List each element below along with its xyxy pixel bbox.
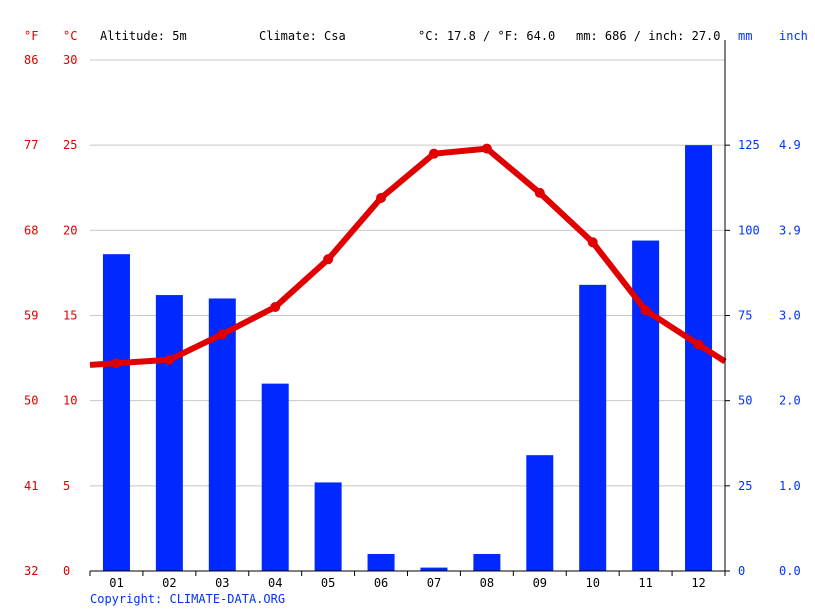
- temperature-point: [481, 143, 492, 154]
- unit-celsius-label: °C: [63, 29, 77, 43]
- month-tick-label: 02: [162, 576, 176, 590]
- celsius-tick-label: 5: [63, 479, 70, 493]
- unit-inch-label: inch: [779, 29, 808, 43]
- annual-precipitation-label: mm: 686 / inch: 27.0: [576, 29, 721, 43]
- temperature-polyline: [89, 145, 727, 368]
- inch-tick-label: 1.0: [779, 479, 801, 493]
- precipitation-bars: [102, 145, 713, 571]
- month-tick-label: 11: [638, 576, 652, 590]
- inch-tick-label: 2.0: [779, 394, 801, 408]
- inch-tick-label: 0.0: [779, 564, 801, 578]
- mm-tick-label: 0: [738, 564, 745, 578]
- temperature-point: [534, 187, 545, 198]
- precipitation-bar: [367, 553, 395, 571]
- month-tick-label: 10: [585, 576, 599, 590]
- copyright-link[interactable]: Copyright: CLIMATE-DATA.ORG: [90, 592, 285, 606]
- month-tick-label: 12: [691, 576, 705, 590]
- temperature-point: [693, 339, 704, 350]
- fahrenheit-tick-label: 59: [24, 309, 38, 323]
- temperature-point: [270, 301, 281, 312]
- climate-label: Climate: Csa: [259, 29, 346, 43]
- temperature-line: [89, 143, 727, 369]
- celsius-tick-label: 20: [63, 223, 77, 237]
- celsius-tick-label: 10: [63, 394, 77, 408]
- celsius-tick-label: 15: [63, 309, 77, 323]
- fahrenheit-tick-label: 32: [24, 564, 38, 578]
- month-tick-label: 07: [427, 576, 441, 590]
- unit-mm-label: mm: [738, 29, 752, 43]
- month-tick-label: 09: [533, 576, 547, 590]
- precipitation-bar: [314, 482, 342, 571]
- temperature-point: [587, 237, 598, 248]
- month-tick-label: 03: [215, 576, 229, 590]
- celsius-tick-label: 0: [63, 564, 70, 578]
- mm-tick-label: 125: [738, 138, 760, 152]
- precipitation-bar: [208, 298, 236, 571]
- fahrenheit-tick-label: 86: [24, 53, 38, 67]
- temperature-point: [111, 358, 122, 369]
- mm-tick-label: 25: [738, 479, 752, 493]
- inch-tick-label: 3.0: [779, 309, 801, 323]
- tick-labels: 0 32 5 41 10 50 15 59 20 68 25 77 30 86 0 0.0 25 1.0 50 2.0…: [24, 53, 801, 590]
- month-tick-label: 01: [109, 576, 123, 590]
- precipitation-bar: [261, 383, 289, 571]
- fahrenheit-tick-label: 77: [24, 138, 38, 152]
- unit-fahrenheit-label: °F: [24, 29, 38, 43]
- fahrenheit-tick-label: 41: [24, 479, 38, 493]
- altitude-label: Altitude: 5m: [100, 29, 187, 43]
- precipitation-bar: [420, 567, 448, 571]
- precipitation-bar: [526, 455, 554, 571]
- fahrenheit-tick-label: 50: [24, 394, 38, 408]
- temperature-point: [323, 254, 334, 265]
- inch-tick-label: 4.9: [779, 138, 801, 152]
- precipitation-bar: [632, 240, 660, 571]
- precipitation-bar: [579, 284, 607, 571]
- axes: [90, 40, 726, 572]
- precipitation-bar: [155, 295, 183, 571]
- celsius-tick-label: 25: [63, 138, 77, 152]
- month-tick-label: 06: [374, 576, 388, 590]
- temperature-point: [428, 148, 439, 159]
- precipitation-bar: [473, 553, 501, 571]
- mm-tick-label: 50: [738, 394, 752, 408]
- temperature-point: [640, 305, 651, 316]
- temperature-point: [217, 329, 228, 340]
- temperature-point: [164, 354, 175, 365]
- temperature-point: [376, 192, 387, 203]
- precipitation-bar: [685, 145, 713, 571]
- month-tick-label: 04: [268, 576, 282, 590]
- month-tick-label: 05: [321, 576, 335, 590]
- precipitation-bar: [102, 254, 130, 571]
- mm-tick-label: 100: [738, 223, 760, 237]
- fahrenheit-tick-label: 68: [24, 223, 38, 237]
- month-tick-label: 08: [480, 576, 494, 590]
- inch-tick-label: 3.9: [779, 223, 801, 237]
- average-temperature-label: °C: 17.8 / °F: 64.0: [418, 29, 555, 43]
- grid-lines: [90, 59, 725, 487]
- mm-tick-label: 75: [738, 309, 752, 323]
- celsius-tick-label: 30: [63, 53, 77, 67]
